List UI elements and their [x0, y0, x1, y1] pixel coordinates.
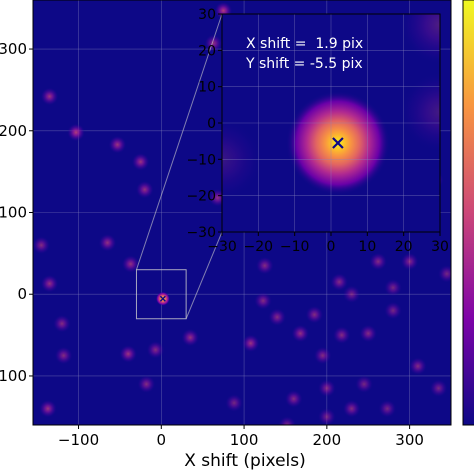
- inset-peak: [332, 137, 344, 149]
- inset-y-tick-label: 0: [207, 116, 216, 132]
- inset-peak-marker: [332, 137, 344, 149]
- main-y-tick-label: 300: [0, 40, 27, 58]
- heatmap-blob: [119, 344, 138, 363]
- heatmap-blob: [355, 375, 374, 394]
- heatmap-blob: [33, 236, 51, 255]
- peak-marker: [159, 295, 166, 302]
- heatmap-blob: [342, 285, 361, 304]
- inset-x-tick-label: 10: [358, 239, 376, 255]
- heatmap-blob: [278, 416, 297, 425]
- zoom-connector: [135, 13, 223, 270]
- inset-y-tick-label: −30: [186, 225, 216, 241]
- heatmap-blob: [284, 389, 303, 408]
- main-peak: [155, 291, 170, 306]
- inset-heatmap-blob: [400, 14, 440, 65]
- heatmap-blob: [121, 254, 140, 273]
- heatmap-blob: [291, 324, 310, 343]
- inset-x-tick-label: −20: [244, 239, 274, 255]
- inset-y-tick-label: −20: [186, 189, 216, 205]
- inset-y-tick-label: 30: [198, 7, 216, 23]
- inset-x-tick-label: −30: [207, 239, 237, 255]
- main-x-ticks: −100 0 100 200 300: [58, 425, 424, 449]
- heatmap-blob: [317, 407, 336, 425]
- heatmap-blob: [181, 328, 200, 347]
- heatmap-blob: [429, 379, 448, 398]
- inset-x-tick-label: 0: [327, 239, 336, 255]
- zoom-indicator: [135, 13, 223, 320]
- inset-x-ticks: −30 −20 −10 0 10 20 30: [207, 232, 449, 255]
- heatmap-blob: [254, 291, 273, 310]
- inset-x-tick-label: −10: [280, 239, 310, 255]
- heatmap-blob: [330, 272, 349, 291]
- inset-grid: [222, 14, 440, 232]
- colorbar: [462, 0, 474, 426]
- heatmap-blob: [342, 399, 361, 418]
- inset-y-tick-label: 20: [198, 43, 216, 59]
- inset-annotation-x-shift: X shift = 1.9 pix: [246, 36, 363, 52]
- zoom-connector: [185, 231, 223, 319]
- heatmap-blob: [225, 393, 244, 412]
- inset-x-tick-label: 20: [395, 239, 413, 255]
- heatmap-blob: [369, 252, 388, 271]
- main-x-tick-label: −100: [58, 431, 99, 449]
- heatmap-blob: [40, 274, 59, 293]
- main-y-tick-label: 100: [0, 367, 27, 385]
- heatmap-blob: [146, 340, 165, 359]
- heatmap-blob: [305, 305, 324, 324]
- heatmap-blob: [241, 334, 260, 353]
- heatmap-blob: [317, 379, 336, 398]
- inset-x-tick-label: 30: [431, 239, 449, 255]
- heatmap-blob: [108, 135, 127, 154]
- heatmap-blob: [98, 233, 117, 252]
- heatmap-blob: [332, 326, 351, 345]
- heatmap-blob: [135, 180, 154, 199]
- main-y-ticks: 100 0 100 200 300: [0, 40, 33, 385]
- inset-heatmap-blob: [400, 72, 440, 153]
- main-y-tick-label: 0: [17, 285, 27, 303]
- heatmap-blob: [384, 278, 403, 297]
- main-x-tick-label: 200: [313, 431, 342, 449]
- heatmap-blob: [38, 399, 57, 418]
- heatmap-blob: [40, 87, 59, 106]
- zoom-box: [135, 269, 187, 320]
- heatmap-blob: [384, 301, 403, 320]
- heatmap-blob: [255, 256, 274, 275]
- main-x-tick-label: 300: [395, 431, 424, 449]
- main-x-tick-label: 0: [157, 431, 167, 449]
- main-x-tick-label: 100: [230, 431, 259, 449]
- heatmap-blob: [400, 252, 419, 271]
- main-y-tick-label: 100: [0, 204, 27, 222]
- heatmap-blob: [437, 264, 451, 283]
- inset-y-ticks: −30 −20 −10 0 10 20 30: [186, 7, 222, 241]
- heatmap-blob: [313, 346, 332, 365]
- heatmap-blob: [67, 123, 86, 142]
- heatmap-blob: [408, 357, 427, 376]
- heatmap-blob: [359, 324, 378, 343]
- heatmap-blob: [131, 152, 150, 171]
- inset-y-tick-label: −10: [186, 152, 216, 168]
- heatmap-blob: [54, 346, 73, 365]
- heatmap-blob: [378, 399, 397, 418]
- heatmap-blob: [52, 314, 71, 333]
- inset-annotation-y-shift: Y shift = -5.5 pix: [245, 56, 363, 72]
- heatmap-blob: [137, 375, 156, 394]
- heatmap-blob: [268, 308, 287, 327]
- inset-y-tick-label: 10: [198, 80, 216, 96]
- heatmap-blob: [204, 34, 223, 53]
- main-y-tick-label: 200: [0, 122, 27, 140]
- x-axis-label: X shift (pixels): [184, 451, 306, 471]
